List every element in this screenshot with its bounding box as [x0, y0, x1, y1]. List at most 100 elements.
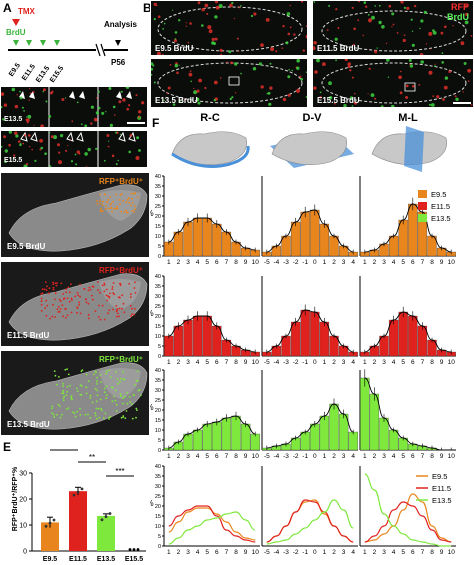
cell-dot	[197, 101, 201, 105]
cell-dot	[448, 70, 452, 73]
cell-dot	[1, 106, 3, 109]
cell-dot	[70, 311, 73, 314]
cell-dot	[110, 206, 113, 209]
cell-dot	[138, 389, 141, 391]
cell-dot	[319, 91, 322, 94]
cell-dot	[153, 81, 156, 84]
cell-dot	[117, 296, 120, 298]
cell-dot	[8, 143, 11, 147]
cell-dot	[113, 207, 116, 210]
cell-dot	[240, 72, 242, 75]
data-point	[104, 515, 108, 519]
cell-dot	[4, 160, 7, 164]
cell-dot	[100, 207, 102, 210]
micro-c-e15: E15.5	[0, 130, 148, 168]
cell-dot	[84, 298, 87, 301]
cell-dot	[117, 382, 119, 385]
cell-dot	[63, 395, 66, 398]
cell-dot	[134, 292, 137, 294]
cell-dot	[226, 61, 229, 64]
cell-dot	[76, 390, 79, 392]
brain-3d-e13: RFP⁺BrdU⁺ E13.5 BrdU	[0, 350, 150, 436]
cell-dot	[73, 412, 76, 415]
cell-dot	[75, 163, 78, 166]
micro-label: E15.5	[4, 157, 23, 164]
cell-dot	[89, 416, 92, 419]
cell-dot	[45, 299, 48, 302]
cell-dot	[430, 103, 435, 107]
y-tick-label: 10	[155, 524, 161, 530]
cell-dot	[71, 299, 73, 301]
cell-dot	[65, 97, 67, 99]
cell-dot	[139, 394, 142, 397]
fit-curve	[364, 311, 452, 353]
cell-dot	[79, 407, 81, 410]
cell-dot	[105, 385, 108, 388]
cell-dot	[101, 284, 104, 287]
cell-dot	[25, 119, 27, 121]
cell-dot	[412, 84, 415, 88]
cell-dot	[287, 93, 291, 97]
cell-dot	[432, 95, 435, 97]
y-tick-label: 30	[155, 484, 161, 490]
cell-dot	[378, 20, 382, 25]
cell-dot	[54, 282, 57, 285]
cell-dot	[326, 29, 329, 31]
cell-dot	[285, 41, 289, 45]
cell-dot	[79, 414, 82, 416]
cell-dot	[101, 204, 104, 206]
cell-dot	[130, 192, 133, 195]
cell-dot	[100, 407, 102, 410]
cell-dot	[85, 166, 88, 167]
y-tick-label: 40	[155, 174, 161, 180]
y-tick-label: 10	[155, 334, 161, 340]
cell-dot	[129, 305, 132, 307]
cell-dot	[322, 62, 326, 66]
cell-dot	[120, 90, 123, 93]
analysis-arrow-icon	[115, 40, 121, 46]
cell-dot	[108, 369, 110, 372]
cell-dot	[467, 80, 470, 82]
cell-dot	[353, 101, 358, 105]
legend-label: E13.5	[431, 214, 451, 223]
cell-dot	[33, 127, 36, 128]
cell-dot	[380, 105, 384, 107]
cell-dot	[84, 413, 87, 416]
cell-dot	[58, 405, 61, 408]
x-tick-label: 6	[215, 259, 219, 266]
cell-dot	[176, 71, 179, 75]
cell-dot	[18, 140, 21, 143]
x-tick-label: 7	[421, 453, 425, 460]
cell-dot	[288, 69, 290, 71]
histogram-bar	[310, 423, 320, 451]
cell-dot	[211, 41, 215, 45]
cell-dot	[70, 139, 72, 141]
cell-dot	[135, 407, 138, 410]
cell-dot	[207, 25, 212, 30]
histogram-bar	[348, 431, 358, 451]
cell-dot	[418, 84, 421, 86]
cell-dot	[116, 315, 118, 318]
cell-dot	[83, 288, 85, 290]
cell-dot	[115, 305, 118, 307]
cell-dot	[215, 5, 220, 10]
cell-dot	[378, 4, 381, 7]
x-tick-label: 8	[234, 259, 238, 266]
cell-dot	[103, 284, 106, 286]
cell-dot	[231, 1, 234, 5]
cell-dot	[49, 165, 52, 167]
cell-dot	[454, 95, 457, 98]
cell-dot	[196, 97, 200, 102]
histogram-bar	[379, 335, 389, 357]
cell-dot	[79, 393, 82, 396]
cell-dot	[157, 15, 161, 18]
cell-dot	[133, 313, 136, 316]
cell-dot	[43, 88, 46, 92]
cell-dot	[92, 298, 94, 301]
cell-dot	[173, 39, 177, 43]
cell-dot	[313, 41, 317, 45]
cell-dot	[91, 285, 94, 288]
cell-dot	[301, 1, 304, 3]
cell-dot	[3, 135, 6, 139]
cell-dot	[174, 64, 178, 68]
